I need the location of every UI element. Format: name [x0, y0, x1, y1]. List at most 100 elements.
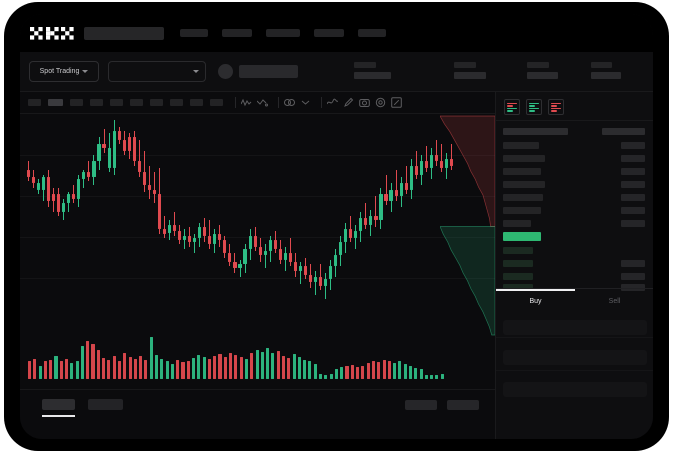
orders-tab[interactable]: [42, 399, 75, 410]
template-icon[interactable]: [300, 97, 311, 108]
volume-bar: [107, 359, 111, 379]
volume-bar: [271, 353, 275, 379]
volume-bar: [408, 365, 413, 379]
compare-icon[interactable]: [284, 97, 295, 108]
timeframe-3[interactable]: [70, 99, 83, 106]
orderbook-bid-row[interactable]: [503, 273, 533, 280]
candle-wick: [375, 196, 377, 227]
orderbook-view-bids[interactable]: [526, 99, 542, 115]
orderbook-ask-amount: [621, 194, 645, 201]
candle-body: [394, 189, 398, 197]
volume-bar: [170, 364, 174, 379]
trading-pair-dropdown[interactable]: [108, 61, 206, 82]
candle-wick: [395, 170, 397, 201]
candle-wick: [385, 174, 387, 206]
orderbook-ask-row[interactable]: [503, 207, 541, 214]
chart-type-icon[interactable]: [257, 97, 268, 108]
drawing-pencil-icon[interactable]: [343, 97, 354, 108]
candle-body: [178, 231, 182, 241]
line-chart-icon[interactable]: [327, 97, 338, 108]
candle-body: [439, 161, 443, 169]
candle-body: [37, 183, 41, 190]
candle-body: [137, 161, 141, 173]
candle-wick: [365, 202, 367, 230]
orderbook-view-both[interactable]: [504, 99, 520, 115]
sell-tab-label: Sell: [608, 298, 621, 305]
bottom-action-1[interactable]: [405, 400, 437, 410]
volume-bar: [250, 353, 254, 379]
candle-wick: [163, 216, 165, 238]
candlestick-chart[interactable]: [20, 114, 495, 389]
sell-tab[interactable]: Sell: [575, 289, 653, 314]
depth-chart-overlay: [439, 114, 495, 339]
buy-tab-label: Buy: [529, 298, 542, 305]
candle-body: [429, 154, 433, 169]
timeframe-1[interactable]: [28, 99, 41, 106]
volume-bar: [202, 357, 206, 379]
candle-body: [384, 194, 388, 201]
timeframe-2[interactable]: [48, 99, 63, 106]
timeframe-8[interactable]: [170, 99, 183, 106]
orderbook-bid-row[interactable]: [503, 260, 533, 267]
candle-body: [389, 189, 393, 201]
active-tab-underline: [496, 289, 575, 291]
volume-bar: [128, 357, 132, 379]
volume-bar: [49, 359, 53, 379]
candle-wick: [143, 150, 145, 193]
candle-body: [404, 183, 408, 190]
orderbook-ask-row[interactable]: [503, 194, 543, 201]
volume-bar: [260, 351, 264, 379]
orderbook-ask-row[interactable]: [503, 220, 531, 227]
positions-tab[interactable]: [88, 399, 123, 410]
timeframe-7[interactable]: [150, 99, 163, 106]
timeframe-10[interactable]: [210, 99, 223, 106]
timeframe-9[interactable]: [190, 99, 203, 106]
volume-bar: [38, 365, 42, 379]
spot-trading-selector[interactable]: Spot Trading: [29, 61, 99, 82]
device-screen: Spot Trading: [20, 14, 653, 439]
orderbook-ask-row[interactable]: [503, 181, 545, 188]
orderbook-ask-row[interactable]: [503, 155, 545, 162]
candle-body: [122, 139, 126, 151]
settings-gear-icon[interactable]: [375, 97, 386, 108]
volume-bar: [28, 360, 32, 379]
chart-gridline: [20, 196, 495, 197]
nav-item-more[interactable]: [358, 29, 386, 37]
volume-bar: [86, 341, 90, 379]
timeframe-5[interactable]: [110, 99, 123, 106]
candle-wick: [435, 139, 437, 166]
search-input[interactable]: [84, 26, 164, 40]
timeframe-4[interactable]: [90, 99, 103, 106]
nav-item-trade[interactable]: [222, 29, 252, 37]
indicators-icon[interactable]: [241, 97, 252, 108]
timeframe-6[interactable]: [130, 99, 143, 106]
buy-tab[interactable]: Buy: [496, 289, 575, 314]
camera-icon[interactable]: [359, 97, 370, 108]
orderbook-bid-row[interactable]: [503, 284, 533, 291]
orderbook-ask-row[interactable]: [503, 168, 541, 175]
orderbook-bid-row[interactable]: [503, 247, 533, 254]
candle-body: [248, 235, 252, 249]
candle-wick: [325, 272, 327, 299]
volume-bar: [91, 343, 95, 379]
volume-bar: [281, 356, 286, 379]
orderbook-view-toggles: [504, 99, 564, 115]
nav-item-markets[interactable]: [180, 29, 208, 37]
candle-wick: [103, 128, 105, 153]
nav-item-derivatives[interactable]: [266, 29, 300, 37]
candle-wick: [315, 270, 317, 295]
stat-label: [591, 62, 612, 68]
candle-body: [102, 144, 106, 149]
amount-field[interactable]: [503, 382, 647, 397]
volume-bar: [75, 360, 79, 379]
order-type-field[interactable]: [503, 320, 647, 335]
orderbook-view-asks[interactable]: [548, 99, 564, 115]
price-field[interactable]: [503, 350, 647, 365]
volume-bar: [435, 374, 439, 379]
orderbook-ask-row[interactable]: [503, 142, 539, 149]
candle-body: [208, 235, 212, 245]
nav-item-earn[interactable]: [314, 29, 344, 37]
bottom-action-2[interactable]: [447, 400, 479, 410]
okx-logo-icon[interactable]: [30, 26, 74, 40]
fullscreen-icon[interactable]: [391, 97, 402, 108]
